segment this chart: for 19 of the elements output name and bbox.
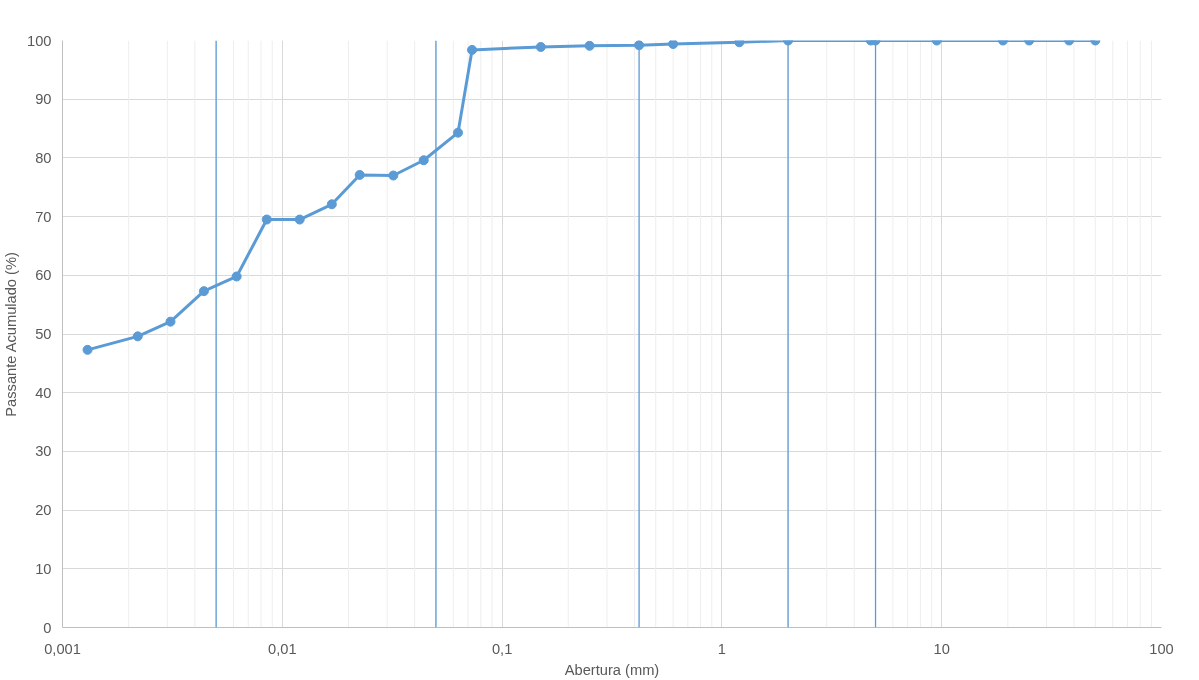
x-tick-label: 10 [933, 640, 950, 657]
y-tick-label: 30 [35, 443, 52, 460]
y-axis-title: Passante Acumulado (%) [3, 252, 20, 417]
x-tick-label: 1 [717, 640, 726, 657]
x-tick-label: 0,1 [491, 640, 513, 657]
y-tick-label: 0 [43, 619, 52, 636]
y-tick-label: 60 [35, 267, 52, 284]
y-tick-label: 10 [35, 560, 52, 577]
x-tick-label: 100 [1149, 640, 1174, 657]
y-tick-label: 20 [35, 502, 52, 519]
y-tick-label: 90 [35, 91, 52, 108]
y-tick-label: 100 [27, 32, 52, 49]
x-tick-label: 0,01 [268, 640, 297, 657]
y-tick-label: 50 [35, 326, 52, 342]
y-tick-label: 70 [35, 208, 52, 225]
y-tick-label: 40 [35, 384, 52, 401]
x-axis-title: Abertura (mm) [564, 661, 660, 678]
y-tick-label: 80 [35, 149, 52, 166]
x-tick-label: 0,001 [44, 640, 81, 657]
